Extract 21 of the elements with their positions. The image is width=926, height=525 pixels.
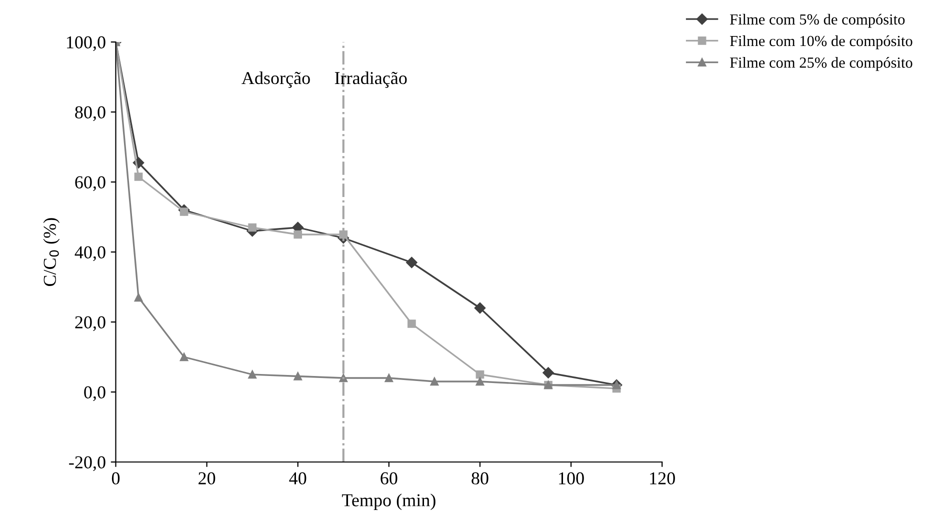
x-tick-label: 20 bbox=[198, 472, 216, 484]
y-tick-label: 40,0 bbox=[74, 246, 106, 262]
x-tick-label: 60 bbox=[380, 472, 398, 484]
x-tick-label: 100 bbox=[559, 472, 584, 484]
legend-label: Filme com 10% de compósito bbox=[730, 35, 912, 50]
y-tick-label: 20,0 bbox=[75, 316, 106, 332]
annotation: Adsorção bbox=[242, 71, 310, 88]
y-tick-label: 100,0 bbox=[66, 36, 106, 52]
y-tick-label: 80,0 bbox=[75, 106, 106, 122]
y-axis-title: C/C$_{0}$ (%) bbox=[43, 218, 60, 286]
y-tick-label: 60,0 bbox=[75, 176, 106, 192]
legend-label: Filme com 25% de compósito bbox=[730, 56, 912, 71]
annotation: Irradiação bbox=[334, 71, 407, 88]
x-tick-label: 120 bbox=[650, 472, 675, 484]
x-tick-label: 80 bbox=[472, 472, 488, 484]
x-tick-label: 40 bbox=[289, 472, 306, 484]
x-axis-title: Tempo (min) bbox=[342, 494, 436, 510]
y-tick-label: 0,0 bbox=[84, 386, 106, 402]
legend-label: Filme com 5% de compósito bbox=[730, 14, 905, 28]
y-tick-label: -20,0 bbox=[69, 456, 106, 472]
x-tick-label: 0 bbox=[112, 472, 120, 484]
